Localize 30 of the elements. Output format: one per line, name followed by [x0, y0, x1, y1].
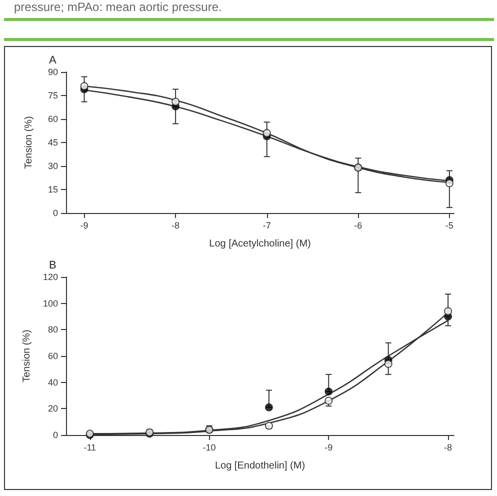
x-tick-label: -5 [445, 220, 454, 230]
x-tick-label: -7 [262, 220, 271, 230]
x-tick-label: -10 [202, 442, 216, 452]
y-tick-label: 60 [48, 114, 58, 124]
text: pressure; mPAo: mean aortic pressure. [14, 0, 222, 14]
x-tick-label: -9 [324, 442, 333, 452]
y-tick-label: 15 [48, 184, 58, 194]
chart-title: B [49, 260, 56, 272]
y-tick-label: 40 [48, 377, 58, 388]
y-tick-label: 0 [52, 208, 58, 218]
x-axis-title: Log [Acetylcholine] (M) [209, 238, 311, 250]
y-tick-label: 90 [48, 67, 58, 77]
y-tick-label: 100 [42, 298, 58, 308]
x-tick-label: -9 [80, 220, 88, 230]
chart-title: A [49, 54, 57, 66]
x-tick-label: -8 [444, 442, 452, 452]
y-tick-label: 0 [52, 430, 58, 440]
y-tick-label: 75 [48, 90, 58, 100]
x-tick-label: -11 [84, 442, 96, 452]
y-axis-title: Tension (%) [22, 330, 33, 382]
y-tick-label: 20 [48, 404, 58, 414]
y-tick-label: 60 [48, 351, 58, 361]
y-tick-label: 120 [42, 272, 58, 282]
y-tick-label: 45 [48, 138, 58, 148]
y-axis-title: Tension (%) [24, 116, 34, 169]
y-tick-label: 80 [48, 324, 58, 335]
x-tick-label: -6 [354, 220, 362, 230]
x-axis-title: Log [Endothelin] (M) [214, 460, 306, 472]
y-tick-label: 30 [48, 161, 58, 171]
x-tick-label: -8 [172, 220, 180, 230]
